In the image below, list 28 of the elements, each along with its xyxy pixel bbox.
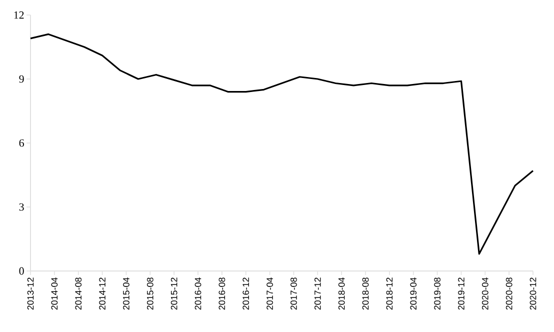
x-tick-label: 2017-04	[266, 277, 273, 310]
x-tick-label: 2015-08	[146, 278, 154, 310]
x-tick-label: 2019-08	[434, 278, 440, 310]
x-tick-label: 2014-08	[75, 278, 82, 310]
x-tick-label: 2020-04	[482, 277, 488, 310]
x-tick-label: 2015-12	[170, 278, 178, 310]
x-tick-label: 2016-12	[242, 278, 250, 310]
x-tick-label: 2020-08	[506, 278, 512, 310]
x-tick-label: 2016-08	[218, 278, 226, 310]
x-tick-label: 2018-08	[362, 278, 369, 310]
y-tick-label: 3	[19, 203, 24, 211]
x-tick-label: 2018-04	[338, 277, 345, 310]
x-tick-label: 2014-12	[99, 278, 106, 310]
x-tick-label: 2017-12	[314, 278, 321, 310]
x-tick-label: 2018-12	[386, 278, 393, 310]
x-tick-label: 2016-04	[194, 277, 202, 310]
y-tick-label: 9	[19, 75, 24, 83]
x-tick-label: 2013-12	[27, 278, 34, 310]
x-tick-label: 2017-08	[290, 278, 297, 310]
x-tick-label: 2014-04	[51, 277, 58, 310]
line-series	[30, 33, 534, 255]
y-tick-label: 12	[14, 11, 24, 19]
x-tick-label: 2020-12	[530, 278, 536, 310]
y-tick-label: 6	[19, 139, 24, 147]
x-tick-label: 2019-04	[410, 277, 417, 310]
x-tick-label: 2015-04	[123, 277, 130, 310]
y-tick-label: 0	[19, 267, 24, 275]
x-tick-label: 2019-12	[458, 278, 464, 310]
